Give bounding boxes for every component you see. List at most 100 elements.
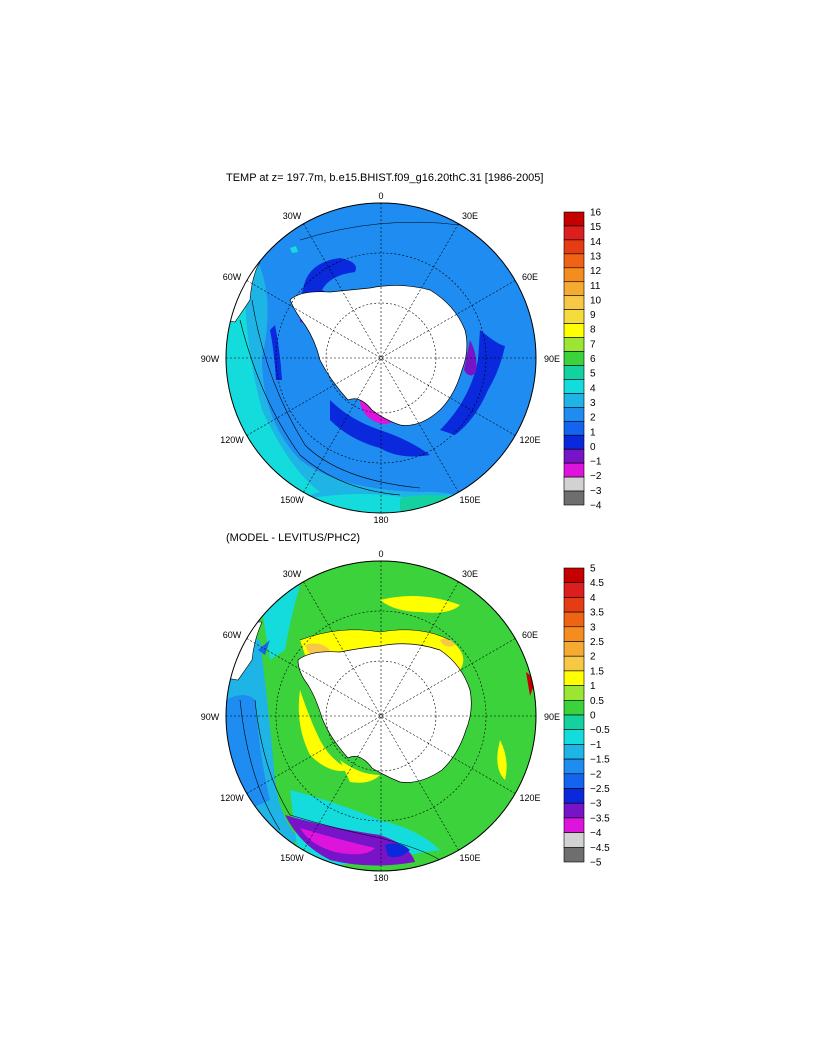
colorbar-tick-label: −1.5 (590, 755, 610, 766)
colorbar-tick-label: −2 (590, 769, 602, 780)
colorbar-tick-label: −4 (590, 501, 602, 512)
colorbar-swatch (563, 281, 585, 297)
colorbar-tick-label: 9 (590, 310, 596, 321)
colorbar-tick-label: −0.5 (590, 725, 610, 736)
lon-label: 30W (283, 569, 302, 579)
colorbar-swatch (563, 365, 585, 380)
colorbar-tick-label: 3.5 (590, 608, 604, 619)
lon-label: 150E (459, 853, 480, 863)
colorbar-swatch (563, 462, 585, 478)
colorbar-swatch (563, 225, 585, 241)
colorbar-swatch (563, 729, 585, 745)
colorbar-swatch (563, 846, 585, 863)
map-title-bottom: (MODEL - LEVITUS/PHC2) (226, 532, 361, 544)
colorbar-swatch (563, 337, 585, 352)
lon-label: 90W (201, 354, 220, 364)
lon-label: 180 (373, 515, 388, 525)
colorbar-tick-label: 2 (590, 652, 596, 663)
colorbar-tick-label: 4 (590, 383, 596, 394)
colorbar-tick-label: 1 (590, 427, 596, 438)
longitude-labels: 0 30E 60E 90E 120E 150E 180 150W 120W 90W 60W 30W 0 3… (201, 191, 560, 883)
colorbar-swatch (563, 567, 585, 583)
colorbar-swatch (563, 490, 585, 506)
colorbar-swatch (563, 773, 585, 789)
colorbar-swatch (563, 323, 585, 338)
lon-label: 120W (220, 793, 244, 803)
colorbar-swatch (563, 655, 585, 672)
colorbar-swatch (563, 434, 585, 450)
colorbar-swatch (563, 744, 585, 760)
lon-label: 0 (378, 549, 383, 559)
colorbar-tick-label: −4 (590, 828, 602, 839)
colorbar-tick-label: 8 (590, 325, 596, 336)
colorbar-tick-label: 2 (590, 413, 596, 424)
colorbar-tick-label: −2.5 (590, 784, 610, 795)
colorbars: 161514131211109876543210−1−2−3−454.543.5… (563, 208, 610, 869)
colorbar-swatch (563, 476, 585, 492)
colorbar-tick-label: −5 (590, 858, 602, 869)
lon-label: 60W (223, 272, 242, 282)
colorbar-tick-label: 4 (590, 593, 596, 604)
colorbar-swatch (563, 295, 585, 310)
colorbar-tick-label: −2 (590, 471, 602, 482)
colorbar-tick-label: 14 (590, 237, 602, 248)
colorbar-tick-label: −1 (590, 457, 602, 468)
colorbar-swatch (563, 611, 585, 628)
lon-label: 150W (280, 495, 304, 505)
colorbar-swatch (563, 685, 585, 701)
colorbar-swatch (563, 758, 585, 775)
lon-label: 0 (378, 191, 383, 201)
colorbar-tick-label: 3 (590, 622, 596, 633)
colorbar-swatch (563, 832, 585, 848)
colorbar-swatch (563, 817, 585, 833)
lon-label: 90W (201, 712, 220, 722)
colorbar-swatch (563, 582, 585, 598)
colorbar-tick-label: 12 (590, 266, 602, 277)
colorbar-tick-label: 3 (590, 398, 596, 409)
lon-label: 120W (220, 435, 244, 445)
lon-label: 150E (459, 495, 480, 505)
colorbar-swatch (563, 309, 585, 324)
colorbar-tick-label: 10 (590, 295, 602, 306)
lon-label: 30E (462, 211, 478, 221)
colorbar-tick-label: −4.5 (590, 843, 610, 854)
colorbar-tick-label: 0.5 (590, 696, 604, 707)
colorbar-swatch (563, 267, 585, 283)
colorbar-swatch (563, 788, 585, 804)
lon-label: 60E (522, 272, 538, 282)
colorbar-swatch (563, 802, 585, 819)
colorbar-swatch (563, 351, 585, 366)
colorbar-tick-label: 15 (590, 222, 602, 233)
colorbar-tick-label: 6 (590, 354, 596, 365)
colorbar-swatch (563, 597, 585, 613)
colorbar-swatch (563, 379, 585, 394)
colorbar-swatch (563, 714, 585, 730)
colorbar-tick-label: −3.5 (590, 813, 610, 824)
colorbar-swatch (563, 393, 585, 408)
map-title-top: TEMP at z= 197.7m, b.e15.BHIST.f09_g16.2… (226, 172, 544, 184)
colorbar-swatch (563, 420, 585, 436)
colorbar-tick-label: 2.5 (590, 637, 604, 648)
lon-label: 120E (519, 793, 540, 803)
colorbar-tick-label: −1 (590, 740, 602, 751)
lon-label: 60W (223, 630, 242, 640)
colorbar-tick-label: 1.5 (590, 666, 604, 677)
colorbar-tick-label: −3 (590, 486, 602, 497)
lon-label: 90E (544, 712, 560, 722)
colorbar-tick-label: 0 (590, 711, 596, 722)
map-bottom (225, 560, 537, 872)
colorbar-swatch (563, 253, 585, 269)
lon-label: 150W (280, 853, 304, 863)
lon-label: 120E (519, 435, 540, 445)
lon-label: 30W (283, 211, 302, 221)
colorbar-swatch (563, 448, 585, 464)
colorbar-swatch (563, 211, 585, 227)
colorbar-tick-label: 16 (590, 208, 602, 219)
colorbar-tick-label: 1 (590, 681, 596, 692)
colorbar-swatch (563, 407, 585, 422)
colorbar-tick-label: 4.5 (590, 578, 604, 589)
colorbar-tick-label: 7 (590, 339, 596, 350)
colorbar-tick-label: 0 (590, 442, 596, 453)
map-top (225, 202, 537, 514)
